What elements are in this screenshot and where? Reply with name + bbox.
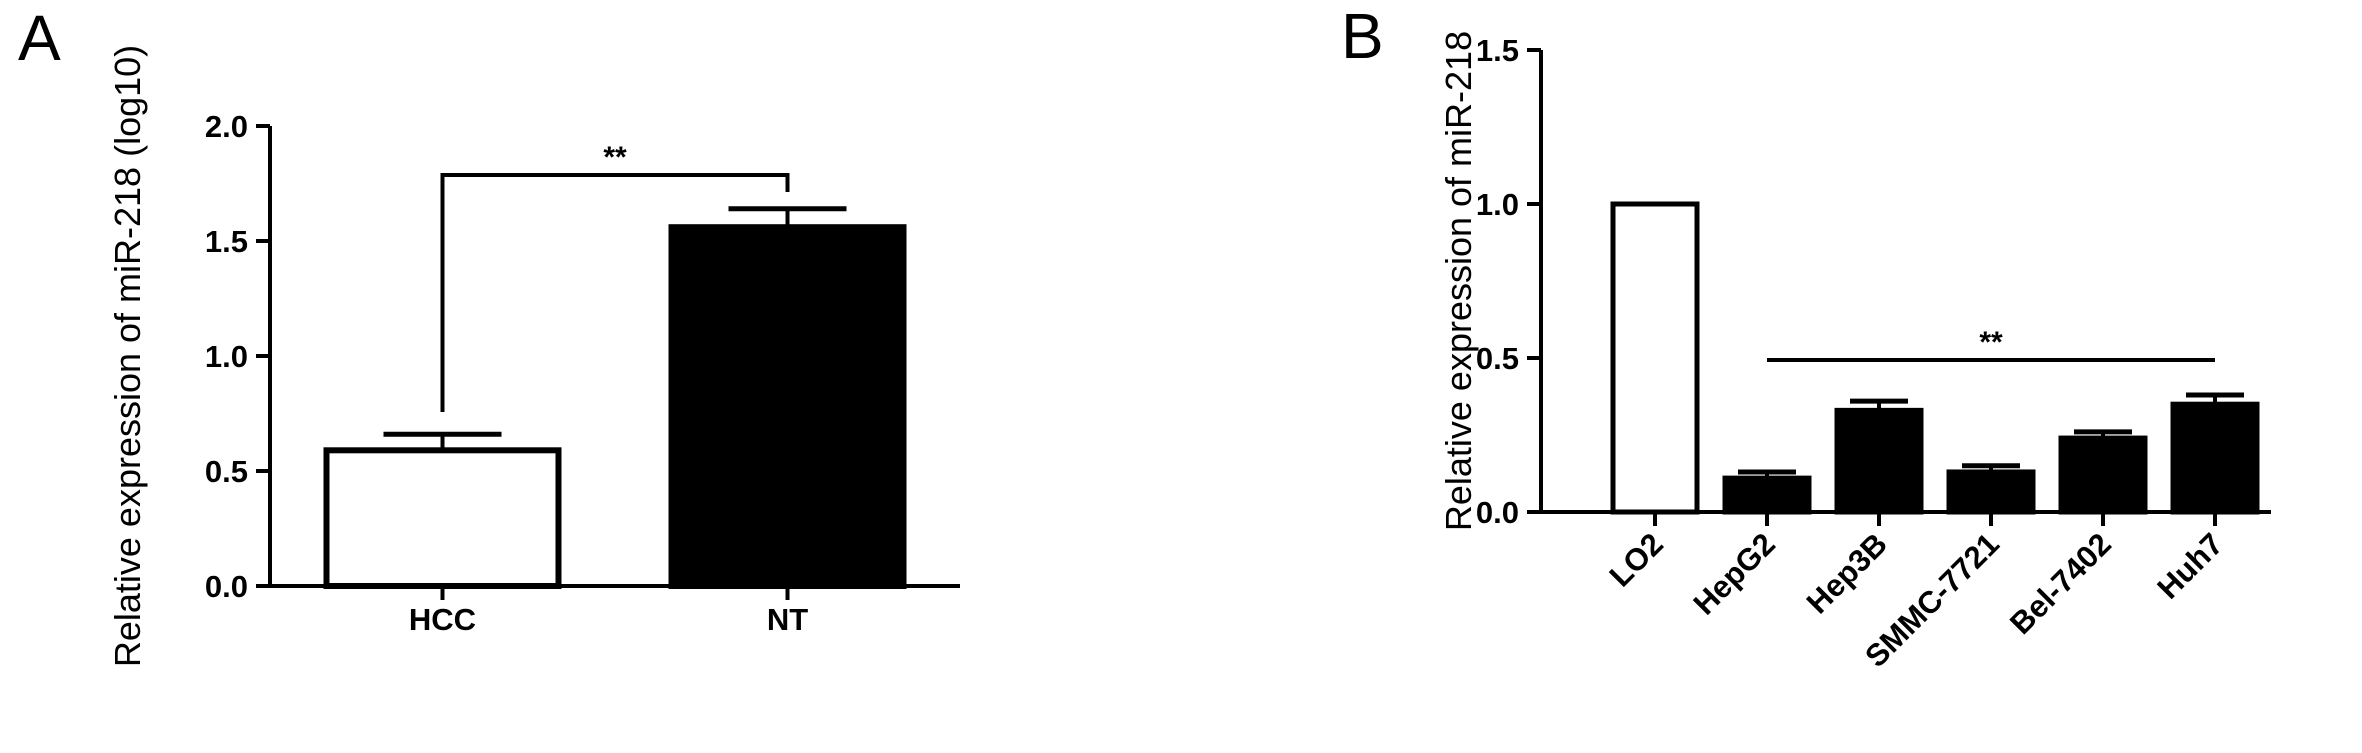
y-axis-title: Relative expression of miR-218 bbox=[1438, 31, 1479, 531]
category-label-hcc: HCC bbox=[409, 602, 476, 637]
panel-letter-a: A bbox=[18, 2, 61, 74]
significance-label: ** bbox=[1979, 326, 2003, 359]
category-label-nt: NT bbox=[767, 602, 808, 637]
panel-a: A 0.0 0.5 1.0 1.5 2.0 HCC NT Relative expressio… bbox=[0, 0, 1181, 748]
chart-a: 0.0 0.5 1.0 1.5 2.0 HCC NT Relative expression … bbox=[107, 45, 960, 667]
y-tick-label: 1.0 bbox=[205, 339, 248, 374]
category-label-hep3b: Hep3B bbox=[1800, 526, 1894, 620]
y-tick-label: 0.5 bbox=[205, 454, 248, 489]
bar-hepg2 bbox=[1722, 475, 1812, 515]
bar-hep3b bbox=[1834, 407, 1924, 515]
y-tick-label: 0.0 bbox=[1476, 495, 1519, 530]
bar-smmc-7721 bbox=[1946, 469, 2036, 515]
y-tick-label: 2.0 bbox=[205, 109, 248, 144]
bar-nt bbox=[668, 224, 907, 589]
panel-b: B 0.0 0.5 1.0 1.5 LO2 HepG2 Hep3B SMMC-7721 Bel-… bbox=[1181, 0, 2362, 748]
y-tick-label: 1.5 bbox=[205, 224, 248, 259]
y-tick-label: 0.0 bbox=[205, 569, 248, 604]
bar-bel-7402 bbox=[2058, 435, 2148, 515]
significance-bracket bbox=[440, 173, 790, 412]
y-axis-title: Relative expression of miR-218 (log10) bbox=[107, 45, 148, 667]
bar-hcc bbox=[323, 447, 562, 589]
y-tick-label: 1.0 bbox=[1476, 187, 1519, 222]
bar-huh7 bbox=[2170, 401, 2260, 515]
category-label-bel-7402: Bel-7402 bbox=[2003, 526, 2118, 641]
significance-label: ** bbox=[603, 141, 627, 174]
category-label-hepg2: HepG2 bbox=[1687, 526, 1782, 621]
y-tick-label: 1.5 bbox=[1476, 33, 1519, 68]
panel-letter-b: B bbox=[1341, 0, 1384, 72]
category-label-lo2: LO2 bbox=[1603, 526, 1670, 593]
y-tick-label: 0.5 bbox=[1476, 341, 1519, 376]
bar-lo2 bbox=[1610, 201, 1700, 515]
category-label-huh7: Huh7 bbox=[2150, 526, 2230, 606]
